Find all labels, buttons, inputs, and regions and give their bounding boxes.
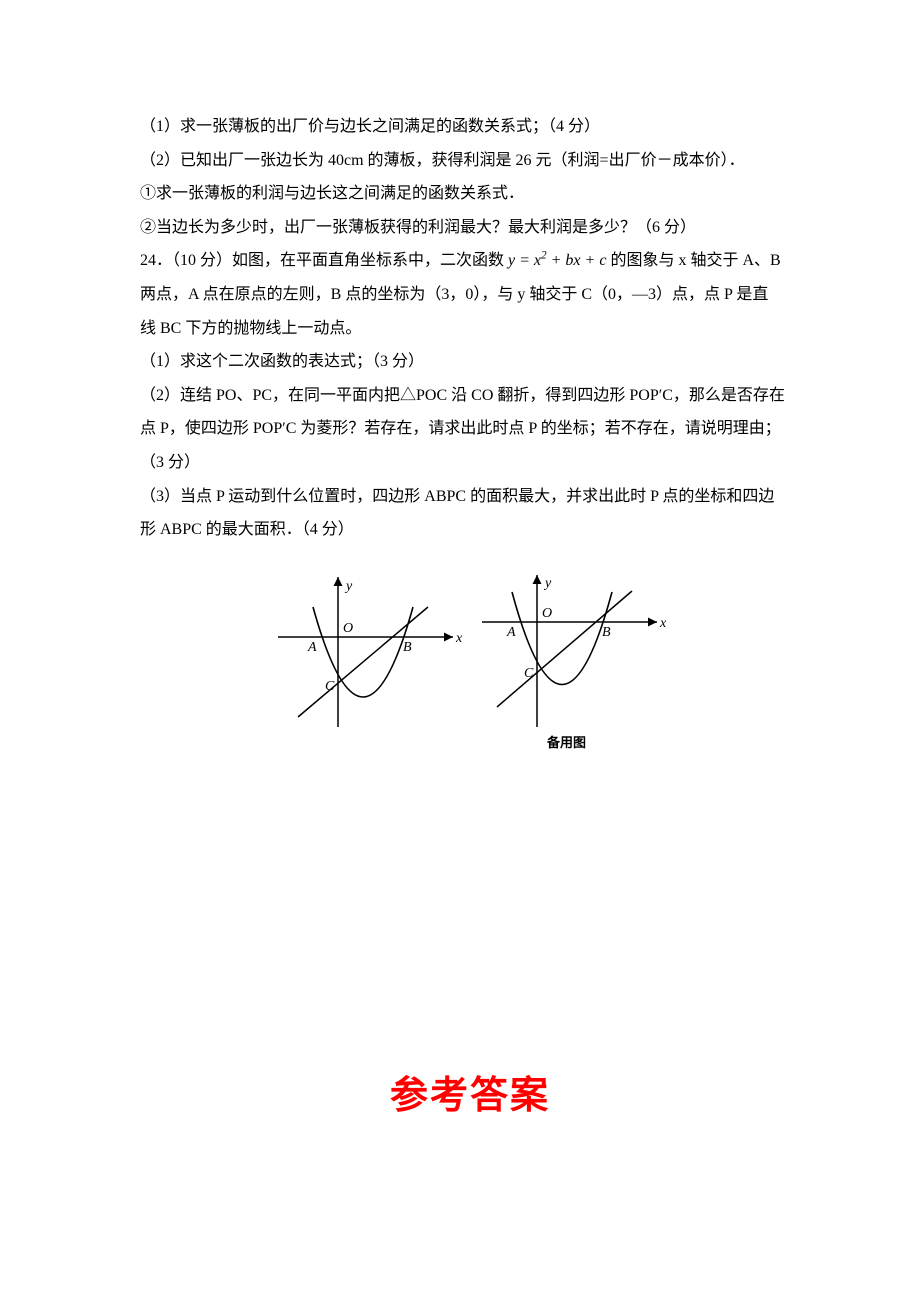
q24-suffix: 的图象与 x 轴交于 A、B — [606, 252, 780, 269]
label-x-r: x — [659, 616, 667, 631]
line-23-3: ①求一张薄板的利润与边长这之间满足的函数关系式． — [140, 177, 800, 211]
answer-title: 参考答案 — [140, 1057, 800, 1137]
label-y-r: y — [543, 576, 552, 591]
label-O-r: O — [542, 606, 552, 621]
line-23-1: （1）求一张薄板的出厂价与边长之间满足的函数关系式；（4 分） — [140, 110, 800, 144]
q24-formula: y = x2 + bx + c — [508, 252, 606, 269]
q24-sub2c: （3 分） — [140, 446, 800, 480]
q24-sub3a: （3）当点 P 运动到什么位置时，四边形 ABPC 的面积最大，并求出此时 P … — [140, 480, 800, 514]
label-C: C — [325, 679, 335, 694]
label-A-r: A — [506, 625, 516, 640]
q24-sub3b: 形 ABPC 的最大面积．（4 分） — [140, 513, 800, 547]
q24-line2: 两点，A 点在原点的左则，B 点的坐标为（3，0），与 y 轴交于 C（0，—3… — [140, 278, 800, 312]
diagram-left: y x O A B C — [268, 567, 468, 737]
diagram-right: y x O A B C 备用图 — [472, 567, 672, 757]
q24-prefix: 24．（10 分）如图，在平面直角坐标系中，二次函数 — [140, 252, 508, 269]
label-B-r: B — [602, 625, 611, 640]
label-A: A — [307, 640, 317, 655]
q24-line1: 24．（10 分）如图，在平面直角坐标系中，二次函数 y = x2 + bx +… — [140, 244, 800, 278]
q24-sub2a: （2）连结 PO、PC，在同一平面内把△POC 沿 CO 翻折，得到四边形 PO… — [140, 379, 800, 413]
q24-sub1: （1）求这个二次函数的表达式；（3 分） — [140, 345, 800, 379]
q24-line3: 线 BC 下方的抛物线上一动点。 — [140, 312, 800, 346]
diagrams-container: y x O A B C y x O A B C 备用图 — [140, 567, 800, 757]
label-B: B — [403, 640, 412, 655]
label-C-r: C — [524, 666, 534, 681]
label-O: O — [343, 621, 353, 636]
q24-sub2b: 点 P，使四边形 POP′C 为菱形？若存在，请求出此时点 P 的坐标；若不存在… — [140, 412, 800, 446]
label-x: x — [455, 631, 463, 646]
line-23-4: ②当边长为多少时，出厂一张薄板获得的利润最大？最大利润是多少？（6 分） — [140, 211, 800, 245]
backup-label: 备用图 — [546, 735, 586, 750]
line-23-2: （2）已知出厂一张边长为 40cm 的薄板，获得利润是 26 元（利润=出厂价－… — [140, 144, 800, 178]
label-y: y — [344, 579, 353, 594]
document-page: （1）求一张薄板的出厂价与边长之间满足的函数关系式；（4 分） （2）已知出厂一… — [0, 0, 920, 1197]
